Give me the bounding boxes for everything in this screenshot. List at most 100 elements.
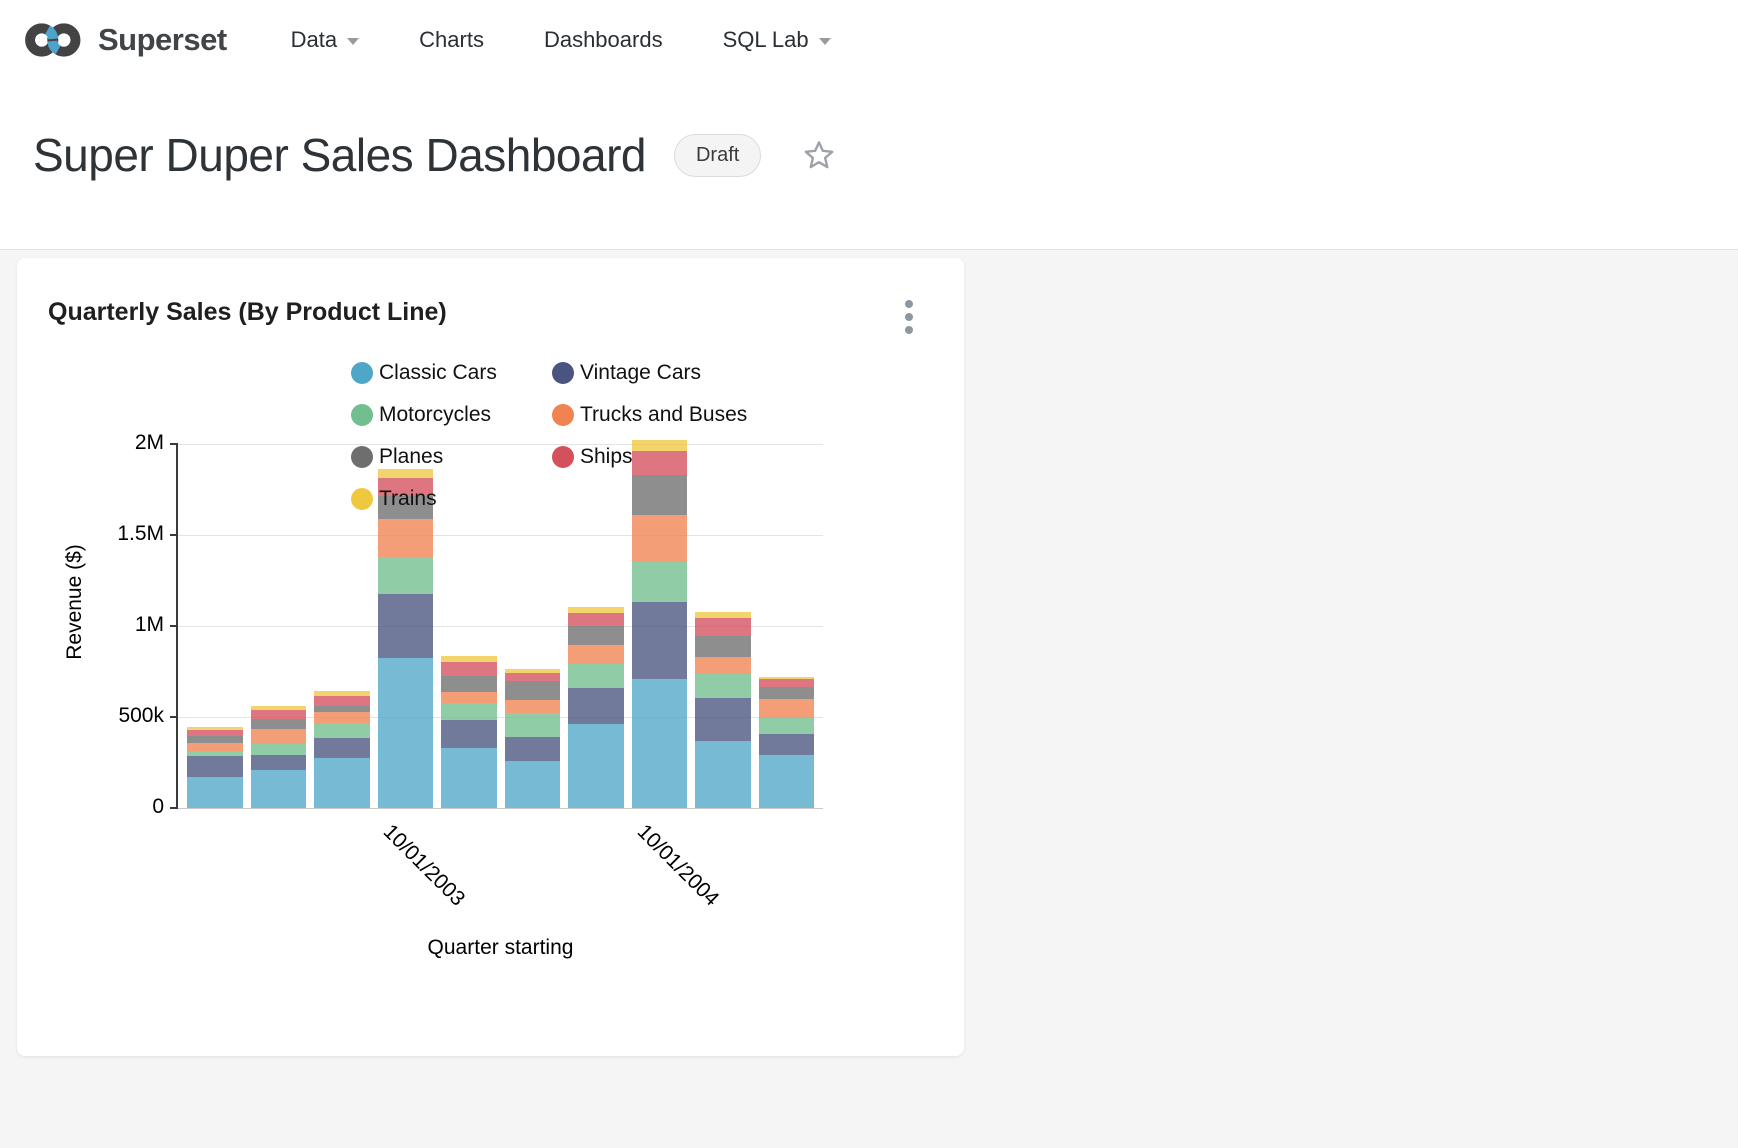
nav-item-data[interactable]: Data — [290, 27, 360, 53]
bar-segment[interactable] — [377, 468, 433, 479]
legend-item-motorcycles[interactable]: Motorcycles — [351, 403, 552, 427]
nav-item-label: Data — [290, 27, 338, 52]
bar-segment[interactable] — [758, 686, 814, 700]
legend-label: Trucks and Buses — [580, 403, 748, 426]
superset-logo[interactable]: Superset — [24, 20, 227, 60]
legend-item-trucks-and-buses[interactable]: Trucks and Buses — [552, 403, 747, 427]
bar-segment[interactable] — [568, 613, 624, 626]
bar-segment[interactable] — [504, 700, 560, 714]
bar-segment[interactable] — [314, 696, 370, 707]
bar-segment[interactable] — [631, 439, 687, 451]
legend-item-vintage-cars[interactable]: Vintage Cars — [552, 361, 747, 385]
bar-segment[interactable] — [568, 664, 624, 688]
bar-segment[interactable] — [631, 450, 687, 475]
bar-segment[interactable] — [441, 662, 497, 677]
brand-name: Superset — [98, 22, 227, 57]
bar-segment[interactable] — [441, 676, 497, 693]
bar-segment[interactable] — [504, 736, 560, 762]
bar-segment[interactable] — [377, 518, 433, 558]
favorite-star-button[interactable] — [803, 139, 835, 171]
bar-segment[interactable] — [631, 561, 687, 602]
bar-segment[interactable] — [187, 750, 243, 757]
bar-segment[interactable] — [441, 719, 497, 748]
bar-segment[interactable] — [377, 557, 433, 595]
bar-segment[interactable] — [568, 645, 624, 665]
bar-segment[interactable] — [695, 740, 751, 808]
bar-segment[interactable] — [758, 754, 814, 808]
bar-segment[interactable] — [250, 719, 306, 729]
bar-segment[interactable] — [695, 697, 751, 741]
bar-segment[interactable] — [631, 474, 687, 516]
legend-item-trains[interactable]: Trains — [351, 487, 552, 511]
bar-segment[interactable] — [695, 635, 751, 658]
bar-segment[interactable] — [250, 728, 306, 745]
bar-segment[interactable] — [695, 657, 751, 675]
bar-segment[interactable] — [250, 754, 306, 770]
bar-segment[interactable] — [314, 738, 370, 759]
bar-segment[interactable] — [441, 656, 497, 663]
bar-segment[interactable] — [631, 601, 687, 680]
bar-segment[interactable] — [314, 691, 370, 697]
bar-segment[interactable] — [441, 692, 497, 703]
bar-segment[interactable] — [695, 674, 751, 698]
bar-segment[interactable] — [314, 712, 370, 723]
gridline-1M — [178, 626, 823, 627]
bar-segment[interactable] — [504, 761, 560, 808]
bar-segment[interactable] — [568, 687, 624, 724]
chart-legend: Classic Cars Vintage Cars Motorcycles Truck… — [351, 361, 747, 511]
bar-segment[interactable] — [377, 478, 433, 497]
legend-item-planes[interactable]: Planes — [351, 445, 552, 469]
bar-segment[interactable] — [504, 672, 560, 681]
top-nav: Superset Data Charts Dashboards SQL Lab — [0, 0, 1738, 80]
bar-segment[interactable] — [441, 702, 497, 720]
dashboard-title-row: Super Duper Sales Dashboard Draft — [0, 80, 1738, 182]
bar-segment[interactable] — [187, 777, 243, 808]
bar-segment[interactable] — [695, 612, 751, 619]
nav-item-sql-lab[interactable]: SQL Lab — [723, 27, 831, 53]
bar-segment[interactable] — [568, 607, 624, 614]
bar-segment[interactable] — [758, 679, 814, 687]
bar-segment[interactable] — [314, 758, 370, 808]
legend-label: Classic Cars — [379, 361, 497, 384]
bar-segment[interactable] — [695, 618, 751, 636]
bar-segment[interactable] — [187, 729, 243, 736]
bar-segment[interactable] — [250, 706, 306, 711]
bar-segment[interactable] — [631, 679, 687, 808]
bar-segment[interactable] — [758, 733, 814, 755]
bar-segment[interactable] — [568, 625, 624, 646]
bar-segment[interactable] — [250, 769, 306, 808]
y-axis-title: Revenue ($) — [63, 544, 86, 660]
chart-options-menu-button[interactable] — [899, 294, 919, 340]
bar-segment[interactable] — [631, 515, 687, 562]
bar-segment[interactable] — [758, 699, 814, 717]
legend-item-classic-cars[interactable]: Classic Cars — [351, 361, 552, 385]
gridline-0 — [178, 808, 823, 809]
bar-segment[interactable] — [250, 710, 306, 719]
bar-segment[interactable] — [504, 680, 560, 701]
bar-segment[interactable] — [568, 723, 624, 808]
kebab-dot — [905, 300, 913, 308]
bar-segment[interactable] — [441, 747, 497, 808]
x-tick-label: 10/01/2004 — [632, 820, 724, 911]
legend-item-ships[interactable]: Ships — [552, 445, 747, 469]
bar-segment[interactable] — [377, 496, 433, 519]
nav-item-charts[interactable]: Charts — [419, 27, 484, 53]
nav-item-dashboards[interactable]: Dashboards — [544, 27, 663, 53]
legend-color-dot — [552, 362, 574, 384]
bar-segment[interactable] — [187, 727, 243, 730]
bar-segment[interactable] — [504, 713, 560, 737]
bar-segment[interactable] — [377, 657, 433, 808]
x-axis-title: Quarter starting — [427, 936, 574, 959]
bar-segment[interactable] — [250, 744, 306, 755]
bar-segment[interactable] — [314, 723, 370, 739]
bar-segment[interactable] — [187, 756, 243, 778]
bar-segment[interactable] — [377, 594, 433, 658]
bar-segment[interactable] — [314, 706, 370, 713]
y-axis-tick — [170, 534, 178, 536]
bar-segment[interactable] — [758, 676, 814, 680]
bar-segment[interactable] — [187, 735, 243, 744]
bar-segment[interactable] — [187, 743, 243, 751]
bar-segment[interactable] — [758, 716, 814, 734]
bar-segment[interactable] — [504, 668, 560, 673]
dashboard-content: Quarterly Sales (By Product Line) 0 500k 1… — [0, 250, 1738, 1056]
